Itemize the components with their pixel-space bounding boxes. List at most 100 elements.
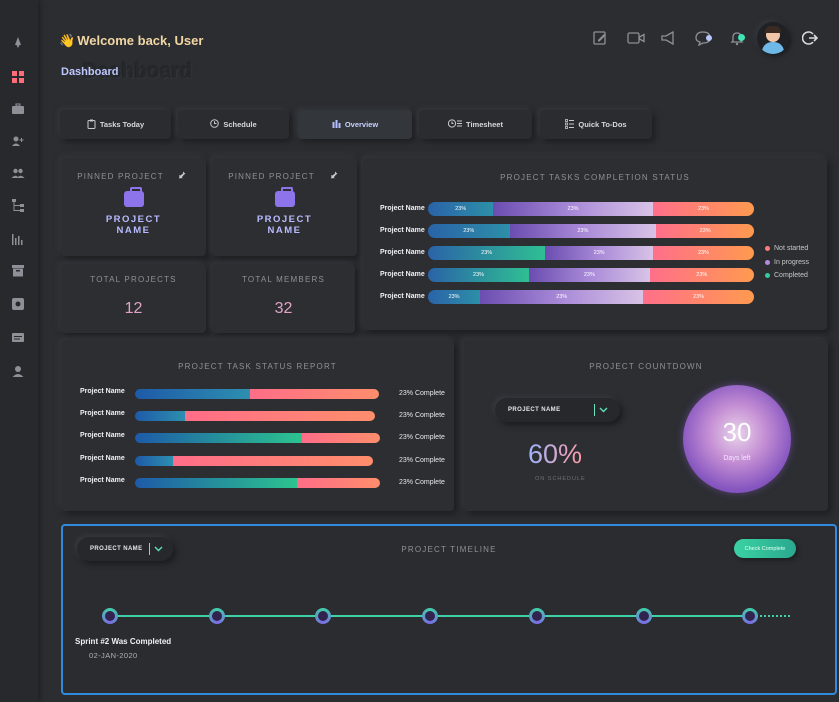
completion-segment: 23% xyxy=(428,224,510,238)
report-percent: 23% Complete xyxy=(399,412,445,419)
completion-title: PROJECT TASKS COMPLETION STATUS xyxy=(500,173,690,182)
completion-segment: 23% xyxy=(428,290,481,304)
select-divider xyxy=(149,543,150,555)
timeline-event-date: 02-JAN-2020 xyxy=(89,651,138,660)
dashboard-grid-icon[interactable] xyxy=(11,70,25,84)
legend-completed: Completed xyxy=(765,272,808,279)
message-icon[interactable] xyxy=(11,331,25,345)
archive-icon[interactable] xyxy=(11,264,25,278)
legend-dot xyxy=(765,273,770,278)
completion-segment: 23% xyxy=(493,202,653,216)
report-row-label: Project Name xyxy=(80,410,125,417)
tab-label: Quick To-Dos xyxy=(578,120,627,129)
page-title: Dashboard xyxy=(61,66,119,78)
avatar[interactable] xyxy=(757,22,789,54)
pin-icon[interactable] xyxy=(330,171,338,181)
pinned-project-title: PINNED PROJECT xyxy=(77,172,164,181)
completion-segment: 23% xyxy=(480,290,644,304)
completion-bar[interactable]: 23% 23% 23% xyxy=(428,202,754,216)
report-percent: 23% Complete xyxy=(399,457,445,464)
timeline-node[interactable] xyxy=(742,608,758,624)
tab-timesheet[interactable]: Timesheet xyxy=(419,110,532,139)
welcome-message: 👋 Welcome back, User xyxy=(59,33,203,49)
completion-bar[interactable]: 23% 23% 23% xyxy=(428,268,754,282)
legend-dot xyxy=(765,246,770,251)
completion-bar[interactable]: 23% 23% 23% xyxy=(428,224,754,238)
report-row-label: Project Name xyxy=(80,432,125,439)
rocket-icon[interactable] xyxy=(11,36,25,50)
pinned-project-name: PROJECT NAME xyxy=(61,214,206,236)
pin-icon[interactable] xyxy=(178,171,186,181)
report-row-label: Project Name xyxy=(80,477,125,484)
welcome-text: Welcome back, User xyxy=(77,33,204,48)
video-icon[interactable] xyxy=(627,30,645,46)
schedule-percent: 60% xyxy=(528,439,583,469)
pinned-project-card[interactable]: PINNED PROJECT PROJECT NAME xyxy=(61,158,206,256)
timeline-node[interactable] xyxy=(102,608,118,624)
timeline-project-select[interactable]: PROJECT NAME xyxy=(77,537,173,561)
completion-segment: 23% xyxy=(656,224,754,238)
completion-row-label: Project Name xyxy=(380,293,425,300)
tab-tasks-today[interactable]: Tasks Today xyxy=(60,110,171,139)
hierarchy-icon[interactable] xyxy=(11,198,25,212)
countdown-title: PROJECT COUNTDOWN xyxy=(589,362,703,371)
completion-segment: 23% xyxy=(428,268,530,282)
briefcase-icon[interactable] xyxy=(11,102,25,116)
report-bar-remaining xyxy=(301,433,380,443)
select-divider xyxy=(594,404,595,416)
support-user-icon[interactable] xyxy=(11,364,25,378)
legend-not-started: Not started xyxy=(765,245,808,252)
pinned-project-card[interactable]: PINNED PROJECT PROJECT NAME xyxy=(212,158,357,256)
settings-box-icon[interactable] xyxy=(11,297,25,311)
completion-segment: 23% xyxy=(545,246,653,260)
report-percent: 23% Complete xyxy=(399,434,445,441)
timeline-event-title: Sprint #2 Was Completed xyxy=(75,637,172,646)
stat-value: 32 xyxy=(274,300,293,317)
timeline-node[interactable] xyxy=(209,608,225,624)
tab-quick-todos[interactable]: Quick To-Dos xyxy=(540,110,652,139)
stat-title: TOTAL MEMBERS xyxy=(241,275,326,284)
timeline-node[interactable] xyxy=(636,608,652,624)
tab-overview[interactable]: Overview xyxy=(298,110,412,139)
clock-icon xyxy=(210,119,220,130)
timeline-node[interactable] xyxy=(422,608,438,624)
page-title-shadow: Dashboard xyxy=(83,60,193,83)
clipboard-icon xyxy=(87,119,96,131)
timeline-node[interactable] xyxy=(315,608,331,624)
team-icon[interactable] xyxy=(11,166,25,180)
bar-chart-icon[interactable] xyxy=(11,232,25,246)
legend-label: Completed xyxy=(774,272,808,279)
megaphone-icon[interactable] xyxy=(660,30,678,46)
user-add-icon[interactable] xyxy=(11,134,25,148)
pinned-project-name-line: NAME xyxy=(116,225,151,236)
logout-icon[interactable] xyxy=(801,30,819,46)
check-complete-button[interactable]: Check Complete xyxy=(734,539,796,558)
stat-value: 12 xyxy=(124,300,143,317)
pinned-project-name-line: PROJECT xyxy=(105,214,162,225)
legend-in-progress: In progress xyxy=(765,259,809,266)
notification-indicator xyxy=(738,34,745,41)
completion-segment: 23% xyxy=(649,268,754,282)
edit-note-icon[interactable] xyxy=(591,30,609,46)
completion-bar[interactable]: 23% 23% 23% xyxy=(428,290,754,304)
completion-row-label: Project Name xyxy=(380,205,425,212)
page-title-wrap: Dashboard Dashboard xyxy=(61,60,193,83)
stat-title: TOTAL PROJECTS xyxy=(90,275,177,284)
timeline-future-track xyxy=(752,615,790,617)
countdown-project-select[interactable]: PROJECT NAME xyxy=(495,398,620,422)
completion-bar[interactable]: 23% 23% 23% xyxy=(428,246,754,260)
pinned-project-title: PINNED PROJECT xyxy=(228,172,315,181)
completion-segment: 23% xyxy=(652,202,754,216)
legend-label: Not started xyxy=(774,245,809,252)
timeline-node[interactable] xyxy=(529,608,545,624)
report-bar-done xyxy=(135,433,302,443)
completion-segment: 23% xyxy=(643,290,754,304)
report-progress-bar xyxy=(135,433,380,443)
tab-schedule[interactable]: Schedule xyxy=(178,110,289,139)
days-left-circle: 30 Days left xyxy=(683,385,791,493)
checklist-icon xyxy=(565,118,575,131)
completion-row-label: Project Name xyxy=(380,249,425,256)
legend-label: In progress xyxy=(774,259,810,266)
on-schedule-label: ON SCHEDULE xyxy=(535,476,586,482)
project-timeline-card: PROJECT TIMELINE xyxy=(61,524,837,695)
